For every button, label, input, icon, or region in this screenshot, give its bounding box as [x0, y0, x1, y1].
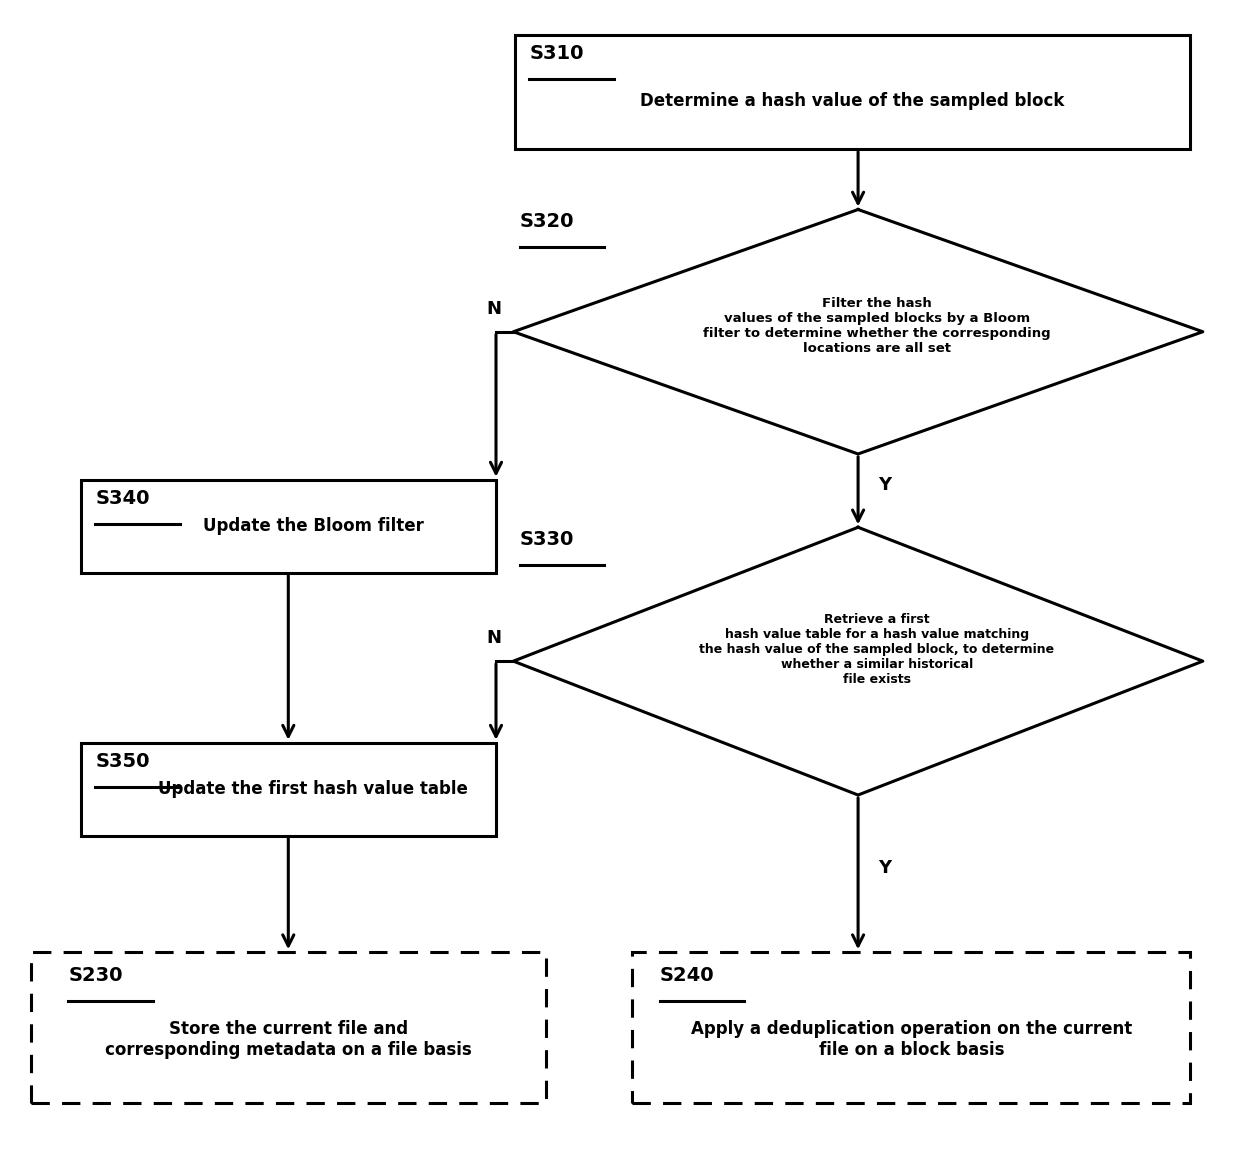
Text: Update the first hash value table: Update the first hash value table [159, 780, 467, 799]
Text: S320: S320 [520, 212, 574, 230]
Text: Determine a hash value of the sampled block: Determine a hash value of the sampled bl… [640, 92, 1065, 111]
Bar [31, 952, 546, 1103]
Text: S230: S230 [68, 966, 123, 985]
Text: Update the Bloom filter: Update the Bloom filter [202, 517, 424, 535]
Bar [515, 35, 1190, 149]
Bar [81, 743, 496, 836]
Text: Filter the hash
values of the sampled blocks by a Bloom
filter to determine whet: Filter the hash values of the sampled bl… [703, 297, 1050, 355]
Text: Y: Y [878, 859, 892, 876]
Text: S310: S310 [529, 44, 584, 63]
Text: N: N [486, 300, 501, 318]
Bar [81, 480, 496, 573]
Text: S340: S340 [95, 489, 150, 508]
Text: S240: S240 [660, 966, 714, 985]
Text: S330: S330 [520, 530, 574, 548]
Text: N: N [486, 630, 501, 647]
Text: S350: S350 [95, 752, 150, 771]
Text: Store the current file and
corresponding metadata on a file basis: Store the current file and corresponding… [105, 1020, 471, 1059]
Text: Apply a deduplication operation on the current
file on a block basis: Apply a deduplication operation on the c… [691, 1020, 1132, 1059]
Text: Retrieve a first
hash value table for a hash value matching
the hash value of th: Retrieve a first hash value table for a … [699, 613, 1054, 686]
Bar [632, 952, 1190, 1103]
Text: Y: Y [878, 476, 892, 494]
